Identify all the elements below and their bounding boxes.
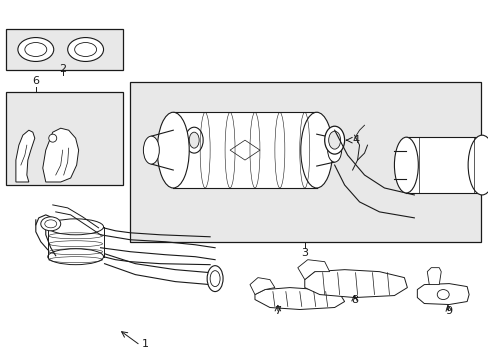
Text: 9: 9 [445, 306, 452, 316]
Polygon shape [229, 140, 260, 160]
Polygon shape [416, 284, 468, 305]
Ellipse shape [324, 126, 344, 154]
Ellipse shape [185, 127, 203, 153]
Ellipse shape [67, 37, 103, 62]
Ellipse shape [143, 136, 159, 164]
Ellipse shape [41, 217, 61, 231]
Polygon shape [16, 130, 35, 182]
Ellipse shape [300, 112, 332, 188]
Ellipse shape [49, 134, 57, 142]
Polygon shape [254, 288, 344, 310]
Bar [406, 137, 481, 193]
Ellipse shape [467, 135, 488, 195]
Ellipse shape [25, 42, 47, 57]
Ellipse shape [48, 249, 103, 265]
Ellipse shape [327, 138, 341, 162]
Ellipse shape [157, 112, 189, 188]
Ellipse shape [45, 220, 57, 228]
Text: 6: 6 [32, 76, 39, 86]
Ellipse shape [207, 266, 223, 292]
Text: 5: 5 [163, 135, 170, 145]
Bar [173, 112, 316, 188]
Polygon shape [297, 260, 329, 280]
Ellipse shape [189, 132, 199, 148]
Bar [48, 227, 103, 257]
Text: 3: 3 [301, 248, 307, 258]
Ellipse shape [436, 289, 448, 300]
Ellipse shape [48, 219, 103, 235]
Polygon shape [304, 270, 407, 298]
Text: 7: 7 [274, 306, 281, 316]
Text: 4: 4 [352, 135, 359, 145]
Bar [130, 82, 480, 242]
Ellipse shape [18, 37, 54, 62]
Bar [6, 28, 123, 71]
Bar [6, 92, 123, 185]
Text: 2: 2 [59, 64, 66, 75]
Text: 8: 8 [350, 294, 357, 305]
Polygon shape [427, 268, 440, 285]
Ellipse shape [75, 42, 96, 57]
Polygon shape [42, 128, 79, 182]
Text: 1: 1 [142, 339, 148, 349]
Ellipse shape [394, 137, 417, 193]
Polygon shape [249, 278, 274, 294]
Ellipse shape [210, 271, 220, 287]
Ellipse shape [328, 131, 340, 149]
